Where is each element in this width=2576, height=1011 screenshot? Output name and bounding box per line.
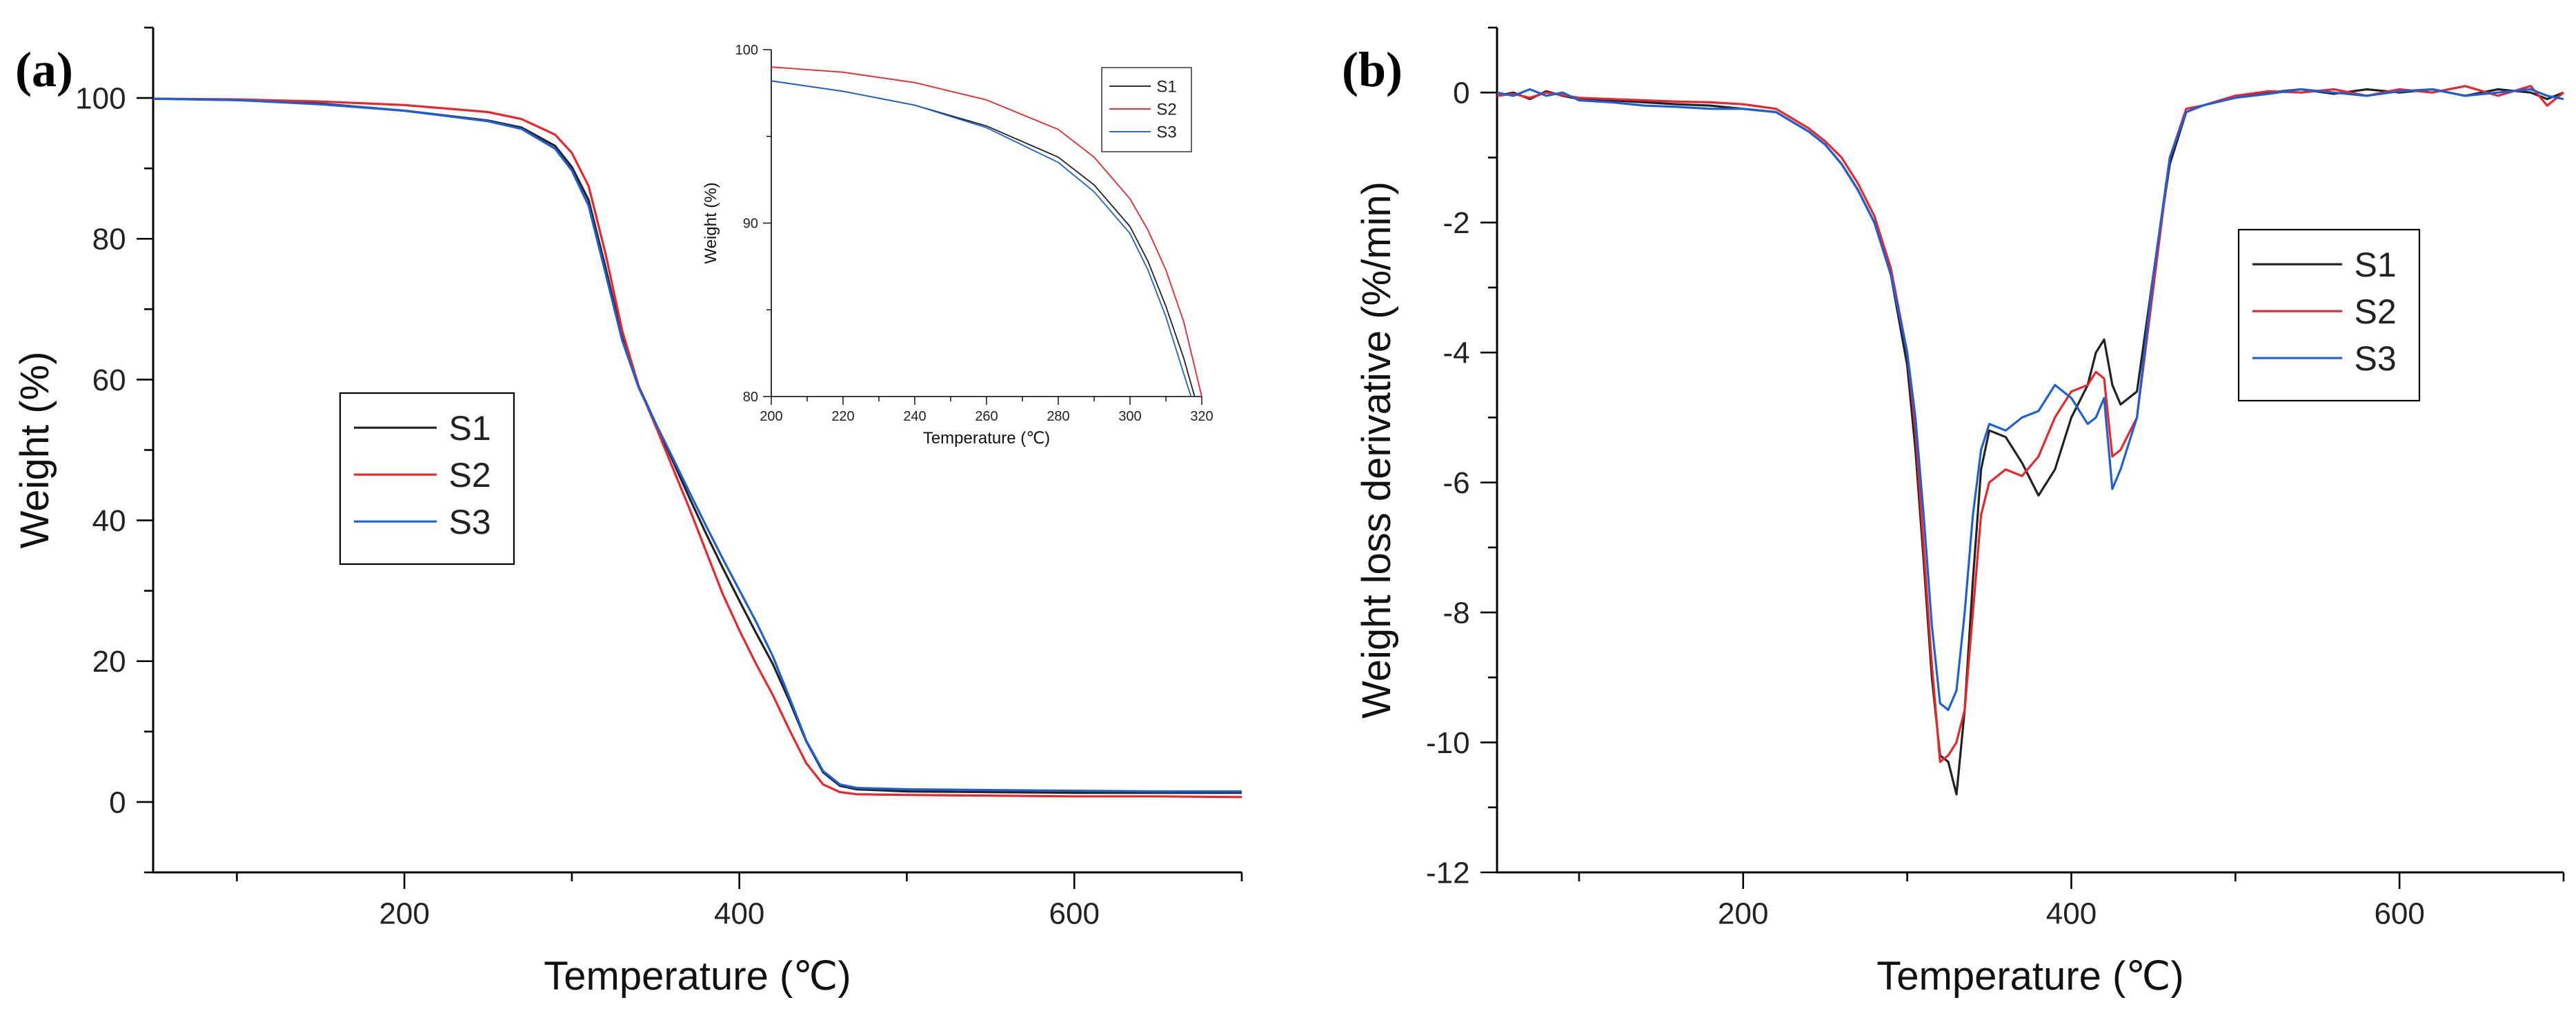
panel-b-y-tick-label: -10 bbox=[1426, 726, 1470, 760]
panel-a-inset-y-tick-label: 80 bbox=[743, 390, 758, 405]
panel-a-inset-x-tick-label: 240 bbox=[903, 409, 926, 424]
panel-a-y-tick-label: 80 bbox=[92, 223, 126, 257]
panel-a-plot: 200 400 600 0 20 40 60 80 100 S1 S2 S3 Temperature (… bbox=[12, 26, 1243, 999]
panel-a-inset-legend-label-s1: S1 bbox=[1156, 78, 1176, 97]
panel-a-series-s2-line bbox=[152, 97, 1242, 799]
panel-b-series-s1-line bbox=[1496, 88, 2564, 796]
panel-a-legend-label-s2: S2 bbox=[449, 456, 491, 494]
panel-a-y-tick-label: 100 bbox=[75, 81, 126, 115]
panel-b-y-tick-label: -6 bbox=[1443, 466, 1469, 500]
panel-b-y-tick-label: 0 bbox=[1453, 77, 1469, 110]
panel-a-inset-plot: 200 220 240 260 280 300 320 80 90 100 S1 S2 S3 Temper… bbox=[702, 43, 1213, 448]
panel-b-y-axis-title: Weight loss derivative (%/min) bbox=[1354, 181, 1399, 719]
panel-a-series-s1-line bbox=[152, 97, 1242, 794]
panel-a-y-tick-label: 60 bbox=[92, 363, 126, 397]
panel-b-plot: 200 400 600 -12 -10 -8 -6 -4 -2 0 S1 S2 S3 Temperatur… bbox=[1342, 26, 2565, 999]
panel-b-x-axis-title: Temperature (℃) bbox=[1876, 954, 2183, 999]
panel-a-x-tick-label: 600 bbox=[1049, 897, 1100, 931]
panel-a-x-tick-label: 200 bbox=[379, 897, 429, 931]
panel-b-legend-label-s1: S1 bbox=[2355, 246, 2397, 284]
panel-a-y-tick-label: 40 bbox=[92, 504, 126, 538]
panel-b-x-tick-label: 200 bbox=[1718, 897, 1768, 931]
panel-a-inset-legend: S1 S2 S3 bbox=[1101, 67, 1192, 152]
panel-b-x-tick-label: 600 bbox=[2374, 897, 2424, 931]
panel-b-legend-label-s2: S2 bbox=[2355, 292, 2397, 331]
panel-b-y-tick-label: -12 bbox=[1426, 856, 1470, 890]
panel-a-y-tick-label: 20 bbox=[92, 645, 126, 679]
panel-a-y-tick-label: 0 bbox=[109, 785, 126, 819]
panel-a-inset-y-tick-label: 90 bbox=[743, 217, 758, 232]
panel-a-legend-box bbox=[339, 392, 515, 565]
panel-b-series-s2-line bbox=[1496, 85, 2564, 763]
panel-b-y-tick-label: -2 bbox=[1443, 206, 1469, 240]
panel-b-y-tick-label: -4 bbox=[1443, 337, 1469, 370]
panel-a-legend-label-s3: S3 bbox=[449, 503, 491, 541]
panel-a-inset-x-tick-label: 320 bbox=[1190, 409, 1213, 424]
panel-b-legend-box bbox=[2237, 228, 2421, 402]
panel-b-legend: S1 S2 S3 bbox=[2237, 228, 2421, 402]
panel-a-inset-series-s2-line bbox=[771, 66, 1202, 397]
panel-a-inset-x-axis-title: Temperature (℃) bbox=[923, 429, 1050, 448]
panel-a-inset-x-tick-label: 220 bbox=[831, 409, 854, 424]
panel-a-series-s3-line bbox=[152, 97, 1242, 793]
panel-a-inset-y-tick-label: 100 bbox=[735, 43, 758, 58]
panel-a-inset-x-tick-label: 300 bbox=[1118, 409, 1141, 424]
panel-b-label: (b) bbox=[1342, 42, 1403, 97]
panel-b-legend-label-s3: S3 bbox=[2355, 339, 2397, 378]
panel-a-y-axis-title: Weight (%) bbox=[12, 352, 57, 549]
panel-b-x-tick-label: 400 bbox=[2046, 897, 2097, 931]
panel-a-legend: S1 S2 S3 bbox=[339, 392, 515, 565]
panel-a-x-tick-label: 400 bbox=[714, 897, 764, 931]
panel-a-inset-series-s3-line bbox=[771, 80, 1192, 397]
panel-a-inset-y-axis-title: Weight (%) bbox=[702, 182, 720, 263]
panel-a-inset-legend-box bbox=[1101, 67, 1192, 152]
panel-a-x-axis-title: Temperature (℃) bbox=[544, 954, 851, 999]
panel-a-inset-legend-label-s2: S2 bbox=[1156, 101, 1176, 119]
panel-b-series-s3-line bbox=[1496, 88, 2564, 712]
panel-a-inset-x-tick-label: 260 bbox=[975, 409, 998, 424]
panel-a-legend-label-s1: S1 bbox=[449, 409, 491, 448]
panel-a-inset-x-tick-label: 280 bbox=[1047, 409, 1069, 424]
panel-a-label: (a) bbox=[15, 42, 73, 97]
panel-a-inset-legend-label-s3: S3 bbox=[1156, 123, 1176, 142]
panel-b-y-tick-label: -8 bbox=[1443, 596, 1469, 630]
panel-a-inset-x-tick-label: 200 bbox=[760, 409, 782, 424]
